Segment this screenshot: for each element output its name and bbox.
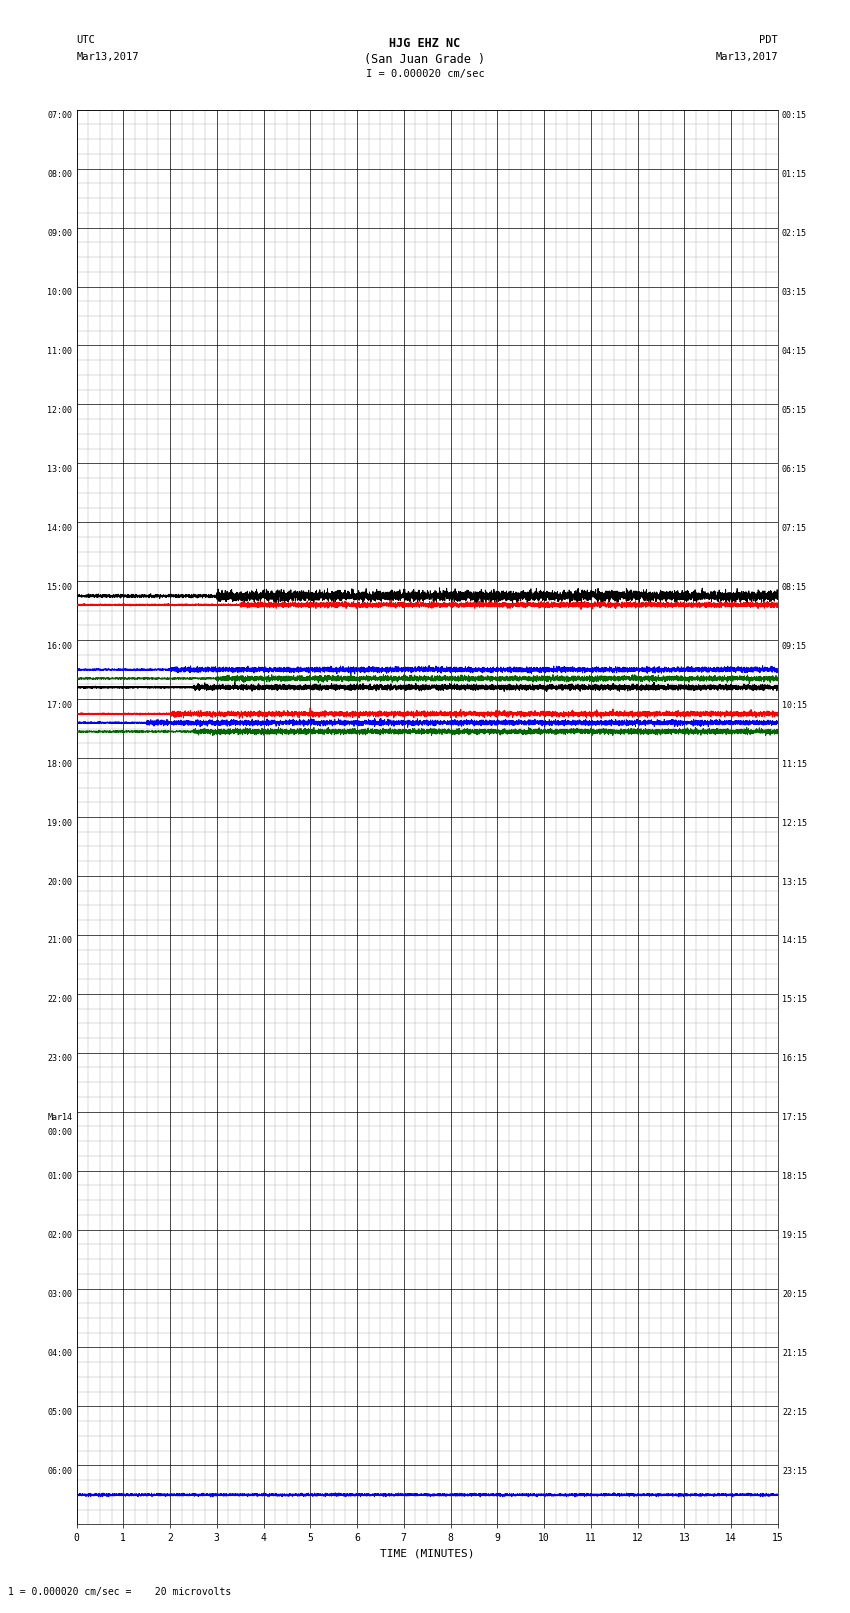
Text: 16:15: 16:15 — [782, 1055, 807, 1063]
Text: 14:00: 14:00 — [48, 524, 72, 532]
Text: (San Juan Grade ): (San Juan Grade ) — [365, 53, 485, 66]
Text: 16:00: 16:00 — [48, 642, 72, 650]
Text: 04:15: 04:15 — [782, 347, 807, 356]
Text: 09:15: 09:15 — [782, 642, 807, 650]
Text: 19:15: 19:15 — [782, 1231, 807, 1240]
Text: 03:00: 03:00 — [48, 1290, 72, 1298]
Text: 07:15: 07:15 — [782, 524, 807, 532]
Text: PDT: PDT — [759, 35, 778, 45]
Text: 12:15: 12:15 — [782, 819, 807, 827]
Text: 23:00: 23:00 — [48, 1055, 72, 1063]
Text: 18:15: 18:15 — [782, 1173, 807, 1181]
Text: Mar13,2017: Mar13,2017 — [715, 52, 778, 61]
Text: 13:15: 13:15 — [782, 877, 807, 887]
Text: 02:00: 02:00 — [48, 1231, 72, 1240]
Text: 21:00: 21:00 — [48, 937, 72, 945]
Text: 17:00: 17:00 — [48, 700, 72, 710]
X-axis label: TIME (MINUTES): TIME (MINUTES) — [380, 1548, 474, 1558]
Text: 07:00: 07:00 — [48, 111, 72, 121]
Text: 22:15: 22:15 — [782, 1408, 807, 1416]
Text: 06:15: 06:15 — [782, 465, 807, 474]
Text: 05:15: 05:15 — [782, 406, 807, 415]
Text: 08:15: 08:15 — [782, 582, 807, 592]
Text: 00:15: 00:15 — [782, 111, 807, 121]
Text: 18:00: 18:00 — [48, 760, 72, 769]
Text: 03:15: 03:15 — [782, 289, 807, 297]
Text: 01:00: 01:00 — [48, 1173, 72, 1181]
Text: 00:00: 00:00 — [48, 1127, 72, 1137]
Text: 09:00: 09:00 — [48, 229, 72, 239]
Text: 20:00: 20:00 — [48, 877, 72, 887]
Text: Mar14: Mar14 — [48, 1113, 72, 1123]
Text: 10:00: 10:00 — [48, 289, 72, 297]
Text: 1 = 0.000020 cm/sec =    20 microvolts: 1 = 0.000020 cm/sec = 20 microvolts — [8, 1587, 232, 1597]
Text: 04:00: 04:00 — [48, 1348, 72, 1358]
Text: 19:00: 19:00 — [48, 819, 72, 827]
Text: 13:00: 13:00 — [48, 465, 72, 474]
Text: Mar13,2017: Mar13,2017 — [76, 52, 139, 61]
Text: 12:00: 12:00 — [48, 406, 72, 415]
Text: UTC: UTC — [76, 35, 95, 45]
Text: 05:00: 05:00 — [48, 1408, 72, 1416]
Text: 22:00: 22:00 — [48, 995, 72, 1005]
Text: I = 0.000020 cm/sec: I = 0.000020 cm/sec — [366, 69, 484, 79]
Text: 20:15: 20:15 — [782, 1290, 807, 1298]
Text: 15:15: 15:15 — [782, 995, 807, 1005]
Text: HJG EHZ NC: HJG EHZ NC — [389, 37, 461, 50]
Text: 10:15: 10:15 — [782, 700, 807, 710]
Text: 21:15: 21:15 — [782, 1348, 807, 1358]
Text: 17:15: 17:15 — [782, 1113, 807, 1123]
Text: 23:15: 23:15 — [782, 1466, 807, 1476]
Text: 11:00: 11:00 — [48, 347, 72, 356]
Text: 11:15: 11:15 — [782, 760, 807, 769]
Text: 15:00: 15:00 — [48, 582, 72, 592]
Text: 08:00: 08:00 — [48, 171, 72, 179]
Text: 06:00: 06:00 — [48, 1466, 72, 1476]
Text: 01:15: 01:15 — [782, 171, 807, 179]
Text: 02:15: 02:15 — [782, 229, 807, 239]
Text: 14:15: 14:15 — [782, 937, 807, 945]
